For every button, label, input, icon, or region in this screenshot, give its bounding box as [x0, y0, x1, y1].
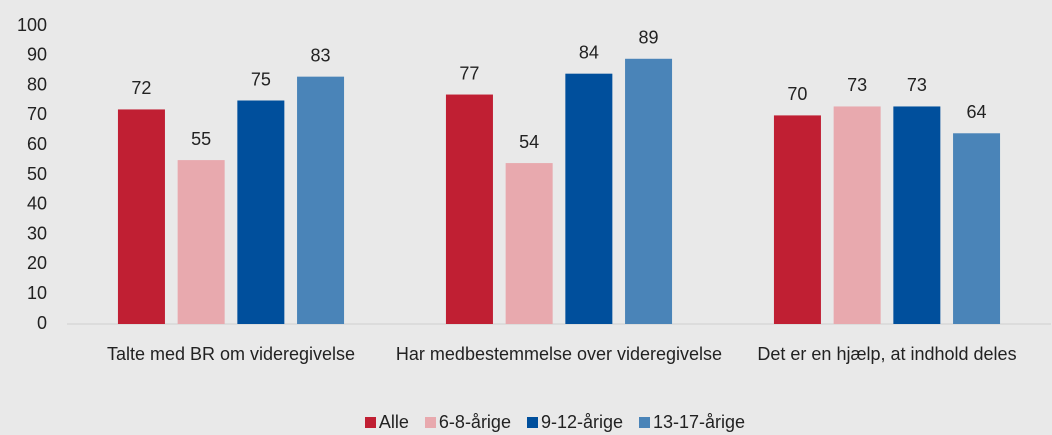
data-label: 73	[907, 75, 927, 95]
data-label: 89	[639, 28, 659, 48]
data-label: 73	[847, 75, 867, 95]
data-label: 72	[131, 78, 151, 98]
bar	[565, 73, 613, 325]
legend-label: 13-17-årige	[653, 412, 746, 432]
y-tick-label: 60	[27, 134, 47, 154]
legend-label: 6-8-årige	[438, 412, 511, 432]
legend-swatch	[639, 417, 651, 428]
data-label: 75	[251, 69, 271, 89]
legend-item: 6-8-årige	[424, 412, 511, 433]
y-tick-label: 10	[27, 283, 47, 303]
legend-item: Alle	[364, 412, 409, 433]
legend-item: 13-17-årige	[639, 412, 745, 433]
bar	[297, 76, 345, 324]
y-tick-label: 70	[27, 104, 47, 124]
legend-swatch	[424, 417, 436, 428]
legend: Alle 6-8-årige 9-12-årige 13-17-årige	[0, 412, 1052, 433]
bar	[625, 58, 673, 324]
data-label: 77	[459, 63, 479, 83]
x-tick-label: Det er en hjælp, at indhold deles	[757, 344, 1017, 364]
data-label: 55	[191, 129, 211, 149]
legend-label: 9-12-årige	[540, 412, 624, 432]
legend-swatch	[526, 417, 538, 428]
legend-item: 9-12-årige	[526, 412, 624, 433]
bar	[505, 163, 553, 324]
bar	[177, 160, 225, 324]
y-tick-label: 90	[27, 45, 47, 65]
y-tick-label: 30	[27, 223, 47, 243]
data-label: 84	[579, 42, 599, 62]
y-tick-label: 20	[27, 253, 47, 273]
bar	[117, 109, 165, 324]
y-tick-label: 100	[17, 15, 47, 35]
y-tick-label: 0	[37, 313, 47, 333]
bar	[893, 106, 941, 325]
legend-label: Alle	[378, 412, 409, 432]
y-tick-label: 80	[27, 74, 47, 94]
data-label: 70	[787, 84, 807, 104]
bar	[237, 100, 285, 324]
x-tick-label: Har medbestemmelse over videregivelse	[395, 344, 723, 364]
bar	[833, 106, 881, 325]
x-tick-label: Talte med BR om videregivelse	[106, 344, 356, 364]
bar	[953, 133, 1001, 324]
legend-swatch	[364, 417, 376, 428]
y-tick-label: 40	[27, 194, 47, 214]
bar	[445, 94, 493, 324]
y-tick-label: 50	[27, 164, 47, 184]
bar	[773, 115, 821, 325]
data-label: 54	[519, 132, 539, 152]
data-label: 64	[967, 102, 987, 122]
data-label: 83	[311, 45, 331, 65]
